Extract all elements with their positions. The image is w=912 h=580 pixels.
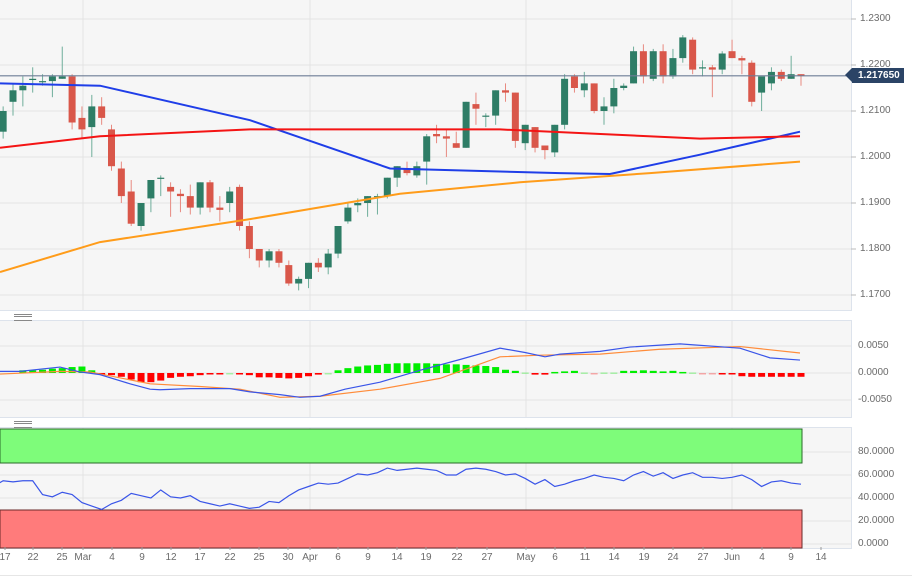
price-axis-tick: 1.2100 bbox=[860, 105, 891, 116]
time-axis-tick: 12 bbox=[165, 552, 177, 563]
time-axis-tick: 24 bbox=[667, 552, 679, 563]
time-axis-tick: 14 bbox=[608, 552, 620, 563]
time-axis-tick: 9 bbox=[788, 552, 794, 563]
time-axis-tick: 30 bbox=[282, 552, 294, 563]
price-axis-tick: 1.2300 bbox=[860, 13, 891, 24]
rsi-axis-tick: 40.0000 bbox=[858, 492, 895, 503]
time-axis-tick: 14 bbox=[815, 552, 827, 563]
macd-axis-tick: 0.0050 bbox=[858, 340, 889, 351]
time-axis-tick: 17 bbox=[0, 552, 11, 563]
price-axis-tick: 1.2000 bbox=[860, 151, 891, 162]
time-axis-tick: 27 bbox=[481, 552, 493, 563]
current-price-tag: 1.217650 bbox=[845, 68, 904, 83]
time-axis-tick: Apr bbox=[302, 552, 318, 563]
time-axis-tick: Jun bbox=[723, 552, 741, 563]
time-axis-tick: 27 bbox=[697, 552, 709, 563]
time-axis-tick: 4 bbox=[109, 552, 115, 563]
time-axis-tick: 22 bbox=[451, 552, 463, 563]
pane-resize-handle[interactable] bbox=[14, 421, 32, 428]
time-axis-tick: Mar bbox=[74, 552, 92, 563]
time-axis-tick: 17 bbox=[194, 552, 206, 563]
rsi-axis-tick: 80.0000 bbox=[858, 446, 895, 457]
time-axis-tick: 19 bbox=[638, 552, 650, 563]
price-axis-tick: 1.2200 bbox=[860, 59, 891, 70]
price-axis-tick: 1.1900 bbox=[860, 197, 891, 208]
time-axis-tick: 25 bbox=[56, 552, 68, 563]
time-axis-tick: 19 bbox=[420, 552, 432, 563]
rsi-axis-tick: 0.0000 bbox=[858, 538, 889, 549]
time-axis-tick: 6 bbox=[552, 552, 558, 563]
time-axis-tick: May bbox=[516, 552, 536, 563]
rsi-axis-tick: 60.0000 bbox=[858, 469, 895, 480]
time-axis-tick: 6 bbox=[335, 552, 341, 563]
price-axis-tick: 1.1800 bbox=[860, 243, 891, 254]
time-axis-tick: 22 bbox=[27, 552, 39, 563]
time-axis-tick: 25 bbox=[253, 552, 265, 563]
time-axis-tick: 11 bbox=[579, 552, 591, 563]
time-axis-tick: 14 bbox=[391, 552, 403, 563]
pane-resize-handle[interactable] bbox=[14, 314, 32, 321]
time-axis-tick: 9 bbox=[365, 552, 371, 563]
price-axis-tick: 1.1700 bbox=[860, 289, 891, 300]
time-axis-tick: 22 bbox=[224, 552, 236, 563]
time-axis-tick: 9 bbox=[139, 552, 145, 563]
rsi-axis-tick: 20.0000 bbox=[858, 515, 895, 526]
time-axis-tick: 4 bbox=[759, 552, 765, 563]
bottom-divider bbox=[0, 575, 912, 576]
macd-axis-tick: -0.0050 bbox=[858, 394, 892, 405]
macd-axis-tick: 0.0000 bbox=[858, 367, 889, 378]
